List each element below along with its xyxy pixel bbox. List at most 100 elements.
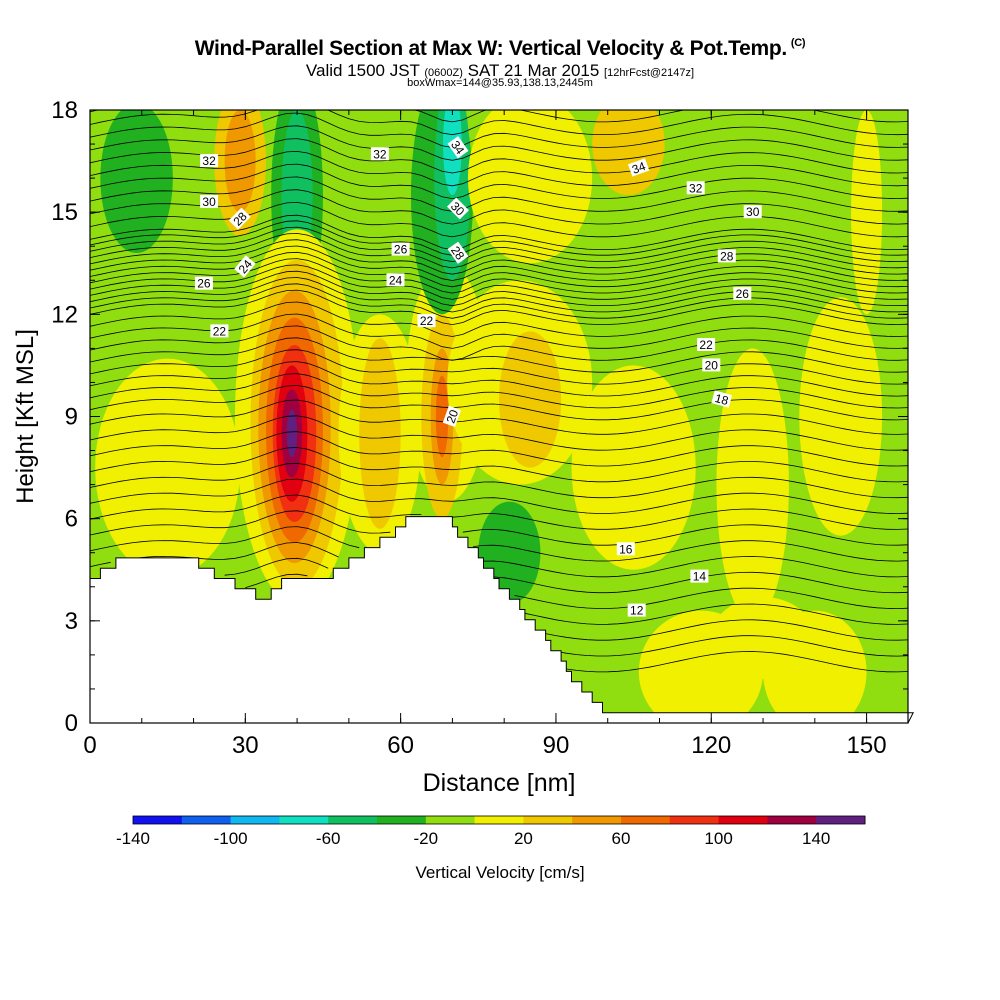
isentrope-line (204, 103, 235, 104)
colorbar-tick-label: 20 (514, 829, 533, 848)
isentrope-line (90, 150, 908, 187)
chart-title: Wind-Parallel Section at Max W: Vertical… (194, 37, 806, 60)
terrain-mask (89, 516, 915, 724)
x-axis-label: Distance [nm] (423, 769, 576, 797)
isentrope-line (90, 226, 908, 263)
isentrope-line (90, 232, 908, 269)
updraft-zone (467, 110, 593, 264)
updraft-zone (592, 110, 665, 196)
colorbar-swatch (230, 816, 280, 824)
isentrope-line (90, 385, 908, 421)
isentrope-line (90, 214, 908, 251)
contour-label-text: 30 (746, 205, 760, 219)
contour-label: 34 (447, 136, 469, 159)
contour-label: 22 (417, 314, 436, 328)
contour-label-text: 30 (202, 195, 216, 209)
isentrope-line (473, 540, 908, 562)
isentrope-line (90, 561, 111, 568)
colorbar-swatch (181, 816, 232, 824)
updraft-zone (716, 348, 789, 621)
updraft-zone (571, 365, 696, 570)
isentrope-line (90, 258, 908, 294)
colorbar-tick-label: 140 (802, 829, 830, 848)
colorbar-swatch (377, 816, 427, 824)
colorbar: -140 -100 -60 -20 20 60 100 140 (116, 815, 866, 848)
isentrope-line (90, 220, 908, 256)
isentrope-line (90, 349, 908, 385)
contour-label-text: 22 (420, 314, 434, 328)
x-tick-label: 120 (691, 732, 731, 759)
contour-label: 12 (627, 603, 646, 618)
colorbar-swatch (474, 816, 524, 824)
isentrope-line (90, 526, 360, 552)
contour-label-text: 16 (619, 542, 633, 556)
isentrope-line (566, 651, 908, 673)
isentrope-line (90, 176, 908, 212)
isentrope-line (514, 587, 908, 610)
contour-label: 30 (743, 205, 762, 219)
contour-label-text: 26 (394, 243, 408, 257)
isentrope-line (90, 494, 422, 520)
contour-labels: 34 34 32 32 32 30 30 30 28 28 28 26 26 26 24 24 22 22 22 20… (194, 136, 762, 618)
isentrope-line (90, 138, 908, 174)
colorbar-swatch (816, 816, 866, 824)
isentrope-line (90, 125, 908, 161)
updraft-zone (224, 110, 256, 213)
contour-label-text: 32 (373, 147, 387, 161)
colorbar-swatch (669, 816, 720, 824)
contour-label: 20 (442, 405, 462, 428)
contour-label-text: 20 (444, 408, 462, 426)
y-tick-label: 0 (65, 710, 78, 737)
y-axis-label: Height [Kft MSL] (12, 329, 39, 504)
updraft-zone (851, 110, 883, 315)
x-tick-label: 90 (543, 732, 570, 759)
isentrope-line (90, 289, 908, 326)
isentrope-line (811, 110, 908, 123)
isentrope-line (90, 325, 908, 361)
x-tick-label: 60 (387, 732, 414, 759)
contour-label: 24 (386, 273, 405, 287)
isentrope-line (245, 573, 308, 589)
isentrope-line (483, 556, 908, 578)
contour-label: 32 (200, 154, 219, 168)
isentrope-line (131, 542, 339, 560)
contour-label: 34 (627, 158, 650, 177)
contour-label: 30 (200, 194, 219, 209)
axes: 0 30 60 90 120 150 0 3 6 9 12 15 18 Distance [nm] Heig… (12, 97, 908, 797)
colorbar-swatch (572, 816, 622, 824)
contour-label: 32 (370, 147, 389, 161)
contour-label: 26 (733, 286, 752, 301)
isentrope-line (90, 478, 908, 514)
colorbar-tick-label: -20 (414, 829, 439, 848)
contour-label: 24 (234, 255, 256, 278)
y-tick-label: 6 (65, 506, 78, 533)
contour-label-text: 34 (630, 159, 648, 177)
contour-label: 30 (446, 197, 469, 220)
updraft-zone (711, 596, 815, 679)
colorbar-outline (132, 815, 866, 825)
isentrope-line (90, 447, 908, 483)
colorbar-tick-label: 60 (612, 829, 631, 848)
copyright-mark: (C) (790, 37, 806, 49)
updraft-zone (359, 338, 401, 529)
terrain-profile (89, 516, 915, 724)
isentrope-line (90, 337, 908, 373)
updraft-zone (499, 331, 562, 468)
isentrope-line (367, 110, 686, 123)
colorbar-swatch (279, 816, 329, 824)
updraft-zone (286, 409, 298, 458)
colorbar-swatch (621, 816, 671, 824)
isentrope-line (90, 264, 908, 300)
x-tick-label: 0 (83, 732, 96, 759)
isentrope-line (90, 110, 259, 125)
contour-label-text: 22 (699, 338, 713, 352)
contour-label-text: 26 (736, 287, 750, 301)
isentrope-line (90, 277, 908, 313)
colorbar-swatch (328, 816, 378, 824)
x-tick-label: 30 (232, 732, 259, 759)
contour-label-text: 24 (389, 273, 403, 287)
isentrope-line (90, 239, 908, 275)
isentrope-line (545, 619, 908, 641)
isentrope-line (90, 283, 908, 319)
